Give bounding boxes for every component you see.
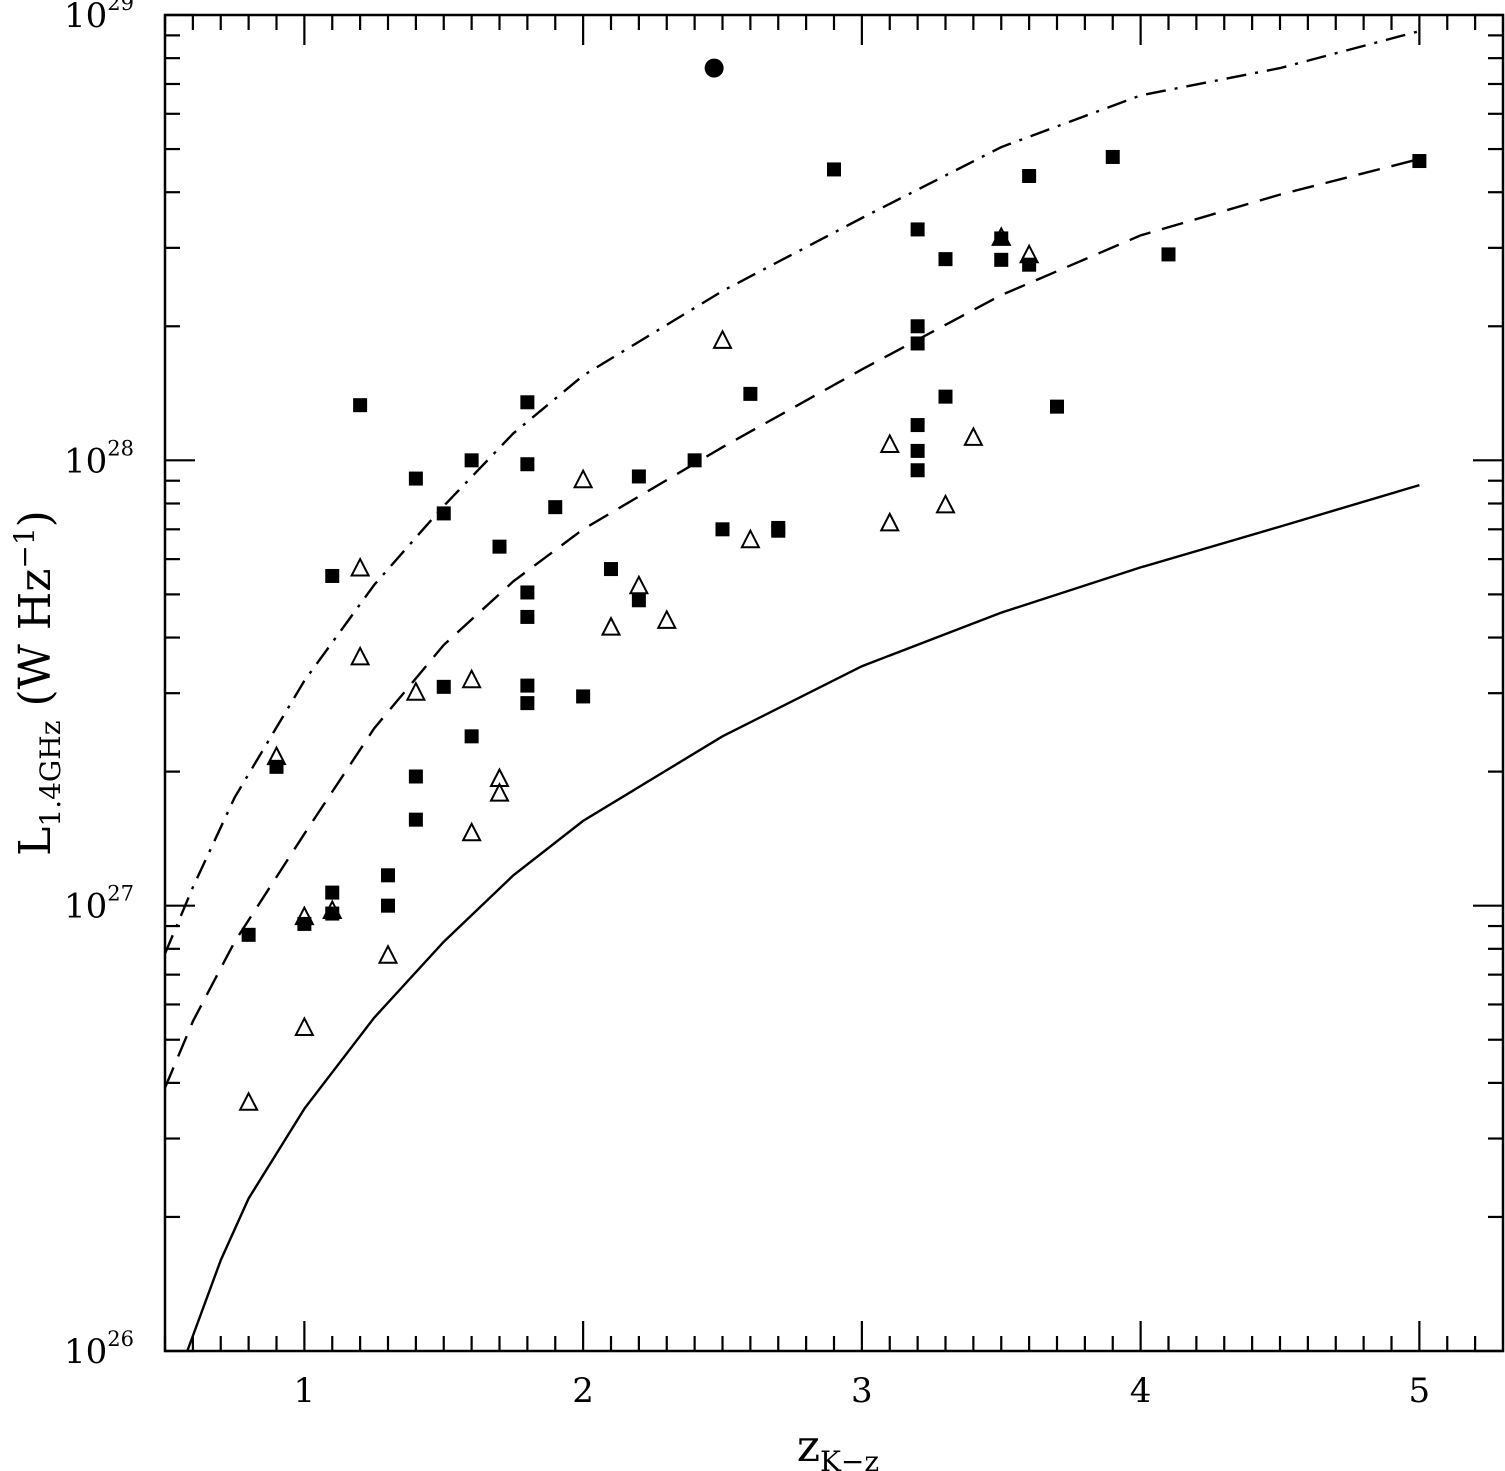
y-tick-label: 1027 xyxy=(64,882,134,927)
point-filled-square xyxy=(436,679,451,694)
point-open-triangle xyxy=(461,668,482,689)
point-open-triangle xyxy=(489,781,510,802)
axis-ticks xyxy=(163,13,1503,1353)
point-open-triangle xyxy=(935,493,956,514)
point-open-triangle xyxy=(349,556,371,577)
point-filled-square xyxy=(520,609,535,624)
point-open-triangle xyxy=(349,645,371,666)
point-filled-square xyxy=(269,759,284,774)
y-tick-label: 1028 xyxy=(64,436,134,481)
point-filled-square xyxy=(1022,257,1037,272)
point-filled-square xyxy=(631,469,646,484)
x-tick-label: 4 xyxy=(1130,1371,1152,1411)
point-filled-square xyxy=(520,696,535,711)
point-filled-square xyxy=(241,927,256,942)
point-filled-square xyxy=(938,389,953,404)
point-open-triangle xyxy=(963,426,984,446)
y-tick-label: 1026 xyxy=(64,1327,134,1372)
point-open-triangle xyxy=(628,574,650,595)
x-axis-title: zK−z xyxy=(797,1421,879,1471)
point-open-triangle xyxy=(377,944,399,964)
point-filled-square xyxy=(464,453,479,468)
point-filled-square xyxy=(910,418,925,433)
point-filled-square xyxy=(408,769,423,784)
point-filled-square xyxy=(520,457,535,472)
point-filled-square xyxy=(520,585,535,600)
point-filled-square xyxy=(827,162,841,177)
point-open-triangle xyxy=(405,681,427,701)
point-filled-square xyxy=(436,506,451,521)
x-tick-label: 3 xyxy=(851,1371,873,1411)
point-filled-circle xyxy=(704,58,724,78)
point-filled-square xyxy=(464,729,479,744)
point-filled-square xyxy=(938,252,953,267)
point-filled-square xyxy=(520,678,535,693)
point-filled-square xyxy=(910,319,925,334)
point-open-triangle xyxy=(1018,243,1040,264)
point-open-triangle xyxy=(294,1016,315,1036)
point-open-triangle xyxy=(461,821,482,842)
point-filled-square xyxy=(1161,247,1176,262)
y-tick-label: 1029 xyxy=(64,0,134,36)
point-filled-square xyxy=(771,523,786,538)
point-open-triangle xyxy=(991,226,1012,246)
point-open-triangle xyxy=(879,433,900,453)
x-tick-label: 5 xyxy=(1409,1371,1431,1411)
model-curves xyxy=(163,29,1420,1352)
point-filled-square xyxy=(381,898,395,913)
point-open-triangle xyxy=(656,609,677,629)
point-open-triangle xyxy=(266,745,287,766)
point-filled-square xyxy=(325,885,340,900)
point-open-triangle xyxy=(322,899,343,920)
curve-dashed xyxy=(163,157,1420,1089)
x-tick-label: 2 xyxy=(572,1371,594,1411)
point-filled-square xyxy=(687,453,702,468)
point-filled-square xyxy=(631,593,646,608)
point-filled-square xyxy=(492,539,507,554)
point-open-triangle xyxy=(238,1091,259,1111)
point-filled-square xyxy=(381,868,395,883)
point-filled-square xyxy=(910,443,925,458)
point-filled-square xyxy=(548,500,563,515)
point-filled-square xyxy=(408,471,423,486)
point-filled-square xyxy=(353,398,368,413)
point-filled-square xyxy=(715,522,730,537)
point-filled-square xyxy=(1105,149,1120,164)
point-open-triangle xyxy=(740,528,761,549)
y-axis-title: L1.4GHz (W Hz−1) xyxy=(8,510,67,856)
point-filled-square xyxy=(1050,399,1064,414)
curve-dot-dashed xyxy=(163,29,1420,955)
point-filled-square xyxy=(1022,168,1037,183)
point-open-triangle xyxy=(294,905,315,926)
point-open-triangle xyxy=(600,615,622,636)
point-filled-square xyxy=(994,252,1009,267)
x-tick-labels: 1 2 3 4 5 xyxy=(294,1371,1431,1411)
point-filled-square xyxy=(910,222,925,237)
y-tick-labels: 1026 1027 1028 1029 xyxy=(64,0,134,1372)
point-filled-square xyxy=(325,568,340,583)
point-filled-square xyxy=(743,386,758,401)
x-tick-label: 1 xyxy=(294,1371,316,1411)
curve-solid xyxy=(186,483,1420,1352)
point-filled-square xyxy=(604,562,618,577)
point-filled-square xyxy=(910,336,925,351)
point-filled-square xyxy=(520,395,535,410)
point-open-triangle xyxy=(712,329,733,349)
point-filled-square xyxy=(576,689,591,704)
point-filled-square xyxy=(1412,154,1427,169)
point-filled-square xyxy=(910,463,925,478)
point-filled-square xyxy=(408,812,423,827)
point-open-triangle xyxy=(879,511,900,532)
point-open-triangle xyxy=(572,468,594,489)
data-points xyxy=(238,58,1427,1111)
plot-frame xyxy=(163,13,1505,1353)
